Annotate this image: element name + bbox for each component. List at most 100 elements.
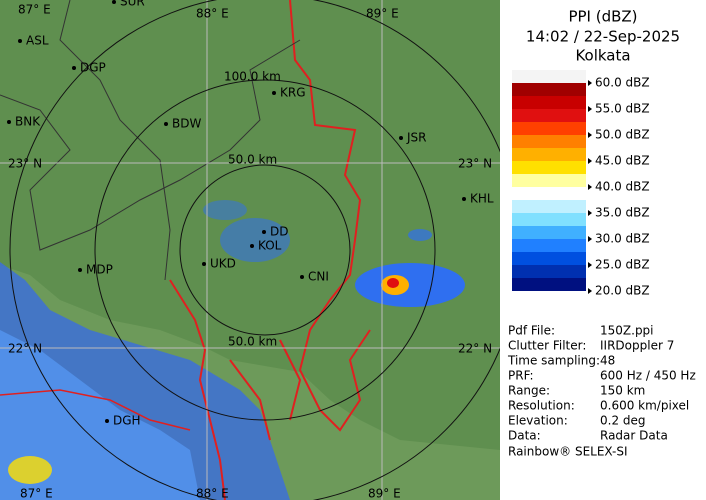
info-key: Elevation: xyxy=(508,414,568,428)
info-value: IIRDoppler 7 xyxy=(600,339,674,353)
legend-label: 25.0 dBZ xyxy=(595,258,650,272)
place-label: DGH xyxy=(113,414,141,428)
place-label: KHL xyxy=(470,192,494,206)
legend-label: 60.0 dBZ xyxy=(595,76,650,90)
legend-label: 55.0 dBZ xyxy=(595,102,650,116)
grid-label: 22° N xyxy=(458,342,492,356)
info-key: Clutter Filter: xyxy=(508,339,586,353)
legend-band xyxy=(512,83,586,96)
place-dot xyxy=(105,419,109,423)
legend-arrow xyxy=(588,184,592,190)
info-key: Pdf File: xyxy=(508,324,555,338)
legend-band xyxy=(512,109,586,122)
place-label: ASL xyxy=(26,34,49,48)
title: PPI (dBZ) xyxy=(568,8,637,26)
range-label: 50.0 km xyxy=(228,153,277,167)
grid-label: 22° N xyxy=(8,342,42,356)
legend-band xyxy=(512,252,586,265)
place-dot xyxy=(202,262,206,266)
legend-top xyxy=(512,70,586,83)
site: Kolkata xyxy=(575,47,630,65)
info-value: 0.2 deg xyxy=(600,414,646,428)
legend-arrow xyxy=(588,288,592,294)
district-line xyxy=(59,0,171,281)
place-dot xyxy=(272,91,276,95)
info-value: 48 xyxy=(600,354,615,368)
place-label: DD xyxy=(270,225,288,239)
legend-band xyxy=(512,122,586,135)
footer: Rainbow® SELEX-SI xyxy=(508,445,628,459)
place-label: KRG xyxy=(280,86,306,100)
rain-cell xyxy=(8,456,52,484)
grid-label: 23° N xyxy=(8,157,42,171)
rain-cell xyxy=(220,218,290,262)
place-label: JSR xyxy=(406,131,427,145)
place-label: BNK xyxy=(15,115,41,129)
legend-band xyxy=(512,161,586,174)
rain-cell xyxy=(387,278,399,288)
legend-band xyxy=(512,265,586,278)
place-dot xyxy=(18,39,22,43)
legend-arrow xyxy=(588,262,592,268)
legend-band xyxy=(512,213,586,226)
legend-band xyxy=(512,174,586,187)
legend-band xyxy=(512,226,586,239)
info-key: Resolution: xyxy=(508,399,575,413)
place-dot xyxy=(7,120,11,124)
rain-cell xyxy=(355,263,465,307)
grid-label: 89° E xyxy=(368,487,401,500)
legend-band xyxy=(512,278,586,291)
grid-label: 89° E xyxy=(366,7,399,21)
grid-label: 23° N xyxy=(458,157,492,171)
grid-label: 87° E xyxy=(18,3,51,17)
place-dot xyxy=(399,136,403,140)
legend-band xyxy=(512,148,586,161)
rain-cell xyxy=(408,229,432,241)
info-key: Data: xyxy=(508,429,541,443)
district-line xyxy=(0,39,301,251)
legend-label: 20.0 dBZ xyxy=(595,284,650,298)
grid-label: 87° E xyxy=(20,487,53,500)
place-label: SUR xyxy=(120,0,145,9)
range-label: 100.0 km xyxy=(224,70,281,84)
info-key: Time sampling: xyxy=(507,354,600,368)
info-key: Range: xyxy=(508,384,550,398)
rain-area xyxy=(0,330,200,500)
info-value: Radar Data xyxy=(600,429,668,443)
place-dot xyxy=(112,0,116,4)
place-label: DGP xyxy=(80,61,106,75)
legend-band xyxy=(512,239,586,252)
legend-panel: PPI (dBZ) 14:02 / 22-Sep-2025 Kolkata Ra… xyxy=(507,8,696,459)
legend-band xyxy=(512,187,586,200)
legend-band xyxy=(512,96,586,109)
range-ring xyxy=(94,79,436,421)
legend-arrow xyxy=(588,210,592,216)
legend-band xyxy=(512,135,586,148)
legend-arrow xyxy=(588,132,592,138)
range-ring xyxy=(179,164,351,336)
legend-label: 40.0 dBZ xyxy=(595,180,650,194)
legend-label: 45.0 dBZ xyxy=(595,154,650,168)
info-value: 150Z.ppi xyxy=(600,324,654,338)
place-label: CNI xyxy=(308,270,329,284)
info-value: 600 Hz / 450 Hz xyxy=(600,369,696,383)
border xyxy=(169,279,302,500)
border xyxy=(0,389,191,431)
place-label: MDP xyxy=(86,263,113,277)
place-dot xyxy=(262,230,266,234)
legend-label: 50.0 dBZ xyxy=(595,128,650,142)
place-dot xyxy=(78,268,82,272)
timestamp: 14:02 / 22-Sep-2025 xyxy=(526,28,680,46)
info-value: 0.600 km/pixel xyxy=(600,399,689,413)
legend-arrow xyxy=(588,106,592,112)
legend-arrow xyxy=(588,80,592,86)
legend-band xyxy=(512,200,586,213)
legend-arrow xyxy=(588,236,592,242)
place-dot xyxy=(462,197,466,201)
place-label: UKD xyxy=(210,257,236,271)
grid-label: 88° E xyxy=(196,487,229,500)
legend-arrow xyxy=(588,158,592,164)
